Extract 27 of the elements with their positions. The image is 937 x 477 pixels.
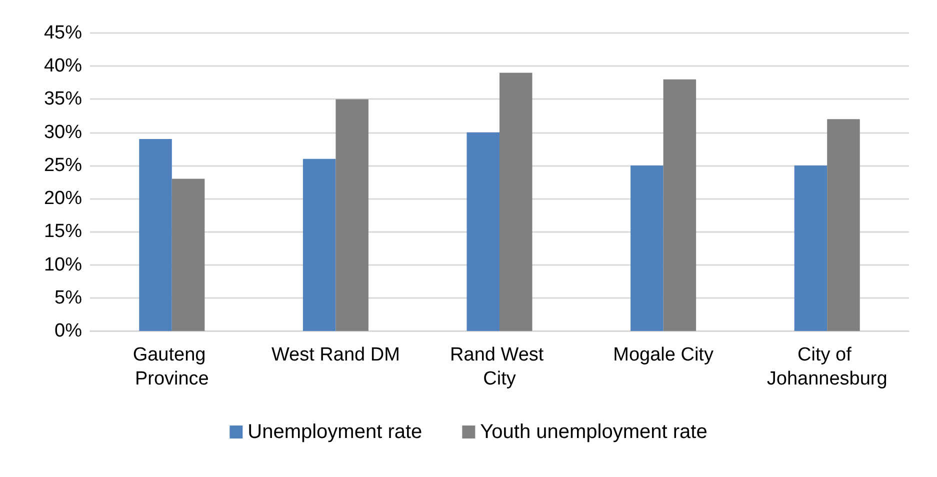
bar <box>302 158 336 331</box>
y-tick-label: 15% <box>44 221 82 242</box>
x-tick-label: West Rand DM <box>271 344 400 366</box>
legend-label: Unemployment rate <box>248 421 422 443</box>
x-tick-label: Rand West City <box>450 344 549 390</box>
bar <box>139 138 172 331</box>
y-tick-label: 35% <box>44 88 82 110</box>
y-tick-label: 45% <box>44 22 82 44</box>
bar <box>663 79 696 331</box>
x-tick-label: Mogale City <box>613 344 714 366</box>
bar <box>172 178 205 331</box>
y-tick-label: 10% <box>44 254 82 276</box>
y-tick-label: 20% <box>44 188 82 210</box>
bar <box>630 165 664 331</box>
bar <box>466 132 500 331</box>
y-tick-label: 30% <box>44 122 82 143</box>
bar <box>794 165 828 331</box>
bar <box>336 99 368 331</box>
legend-label: Youth unemployment rate <box>480 421 708 443</box>
y-tick-label: 5% <box>54 287 82 308</box>
x-tick-label: City of Johannesburg <box>766 344 888 390</box>
y-tick-label: 0% <box>54 320 82 342</box>
y-tick-label: 40% <box>44 56 82 77</box>
x-tick-label: Gauteng Province <box>132 344 211 390</box>
bar <box>827 119 860 331</box>
y-tick-label: 25% <box>44 154 82 176</box>
bar <box>500 72 532 331</box>
